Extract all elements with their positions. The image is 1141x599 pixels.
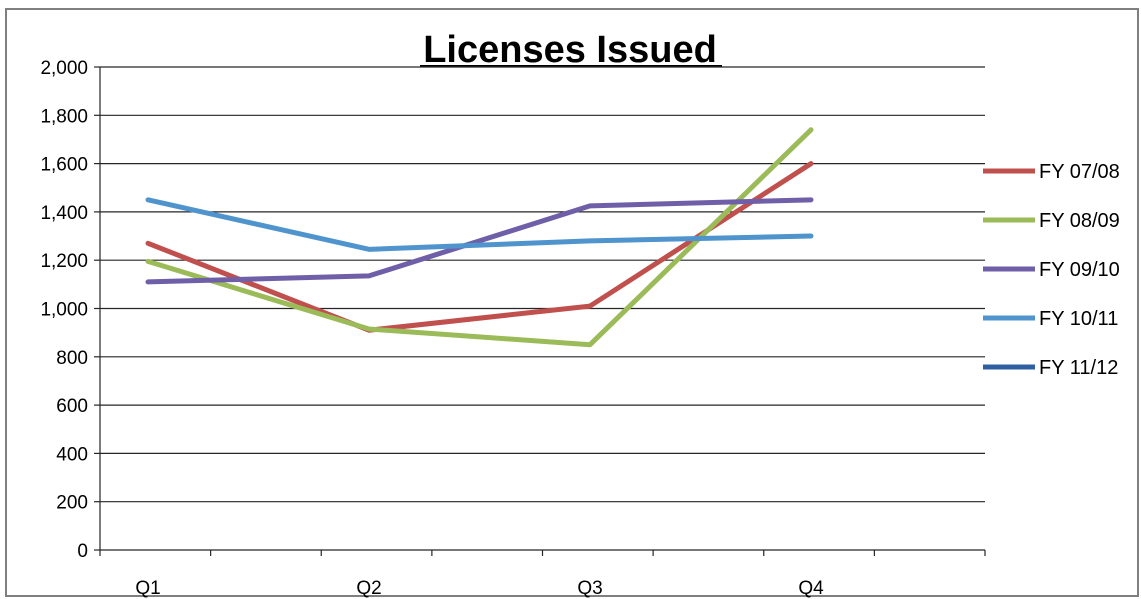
gridlines [100,66,985,503]
legend-label-1: FY 07/08 [1039,161,1120,183]
chart-container [5,8,1139,597]
series-line-4 [145,197,814,252]
y-tick-label: 1,400 [40,203,88,224]
x-tick-label: Q1 [135,578,160,599]
y-tick-label: 400 [56,444,88,465]
y-tick-label: 800 [56,348,88,369]
chart-title: Licenses Issued [423,29,717,71]
axes: 0 200 400 600 800 1,000 1,200 1,400 1,600 1,800 2,… [40,58,986,599]
y-tick-label: 1,800 [40,106,88,127]
y-tick-label: 2,000 [40,58,88,79]
y-tick-label: 600 [56,396,88,417]
series-lines [145,127,814,348]
y-tick-label: 200 [56,493,88,514]
legend-label-5: FY 11/12 [1039,357,1118,379]
x-tick-label: Q3 [577,578,602,599]
legend-label-2: FY 08/09 [1039,210,1120,232]
legend: FY 07/08 FY 08/09 FY 09/10 FY 10/11 FY 11/12 [983,161,1120,379]
legend-label-4: FY 10/11 [1039,308,1118,330]
x-tick-label: Q4 [798,578,824,599]
x-tick-label: Q2 [356,578,381,599]
y-tick-label: 0 [77,541,88,562]
y-tick-label: 1,000 [40,300,88,321]
legend-label-3: FY 09/10 [1039,259,1120,281]
series-line-3 [145,197,814,285]
y-tick-label: 1,600 [40,155,88,176]
y-tick-label: 1,200 [40,251,88,272]
